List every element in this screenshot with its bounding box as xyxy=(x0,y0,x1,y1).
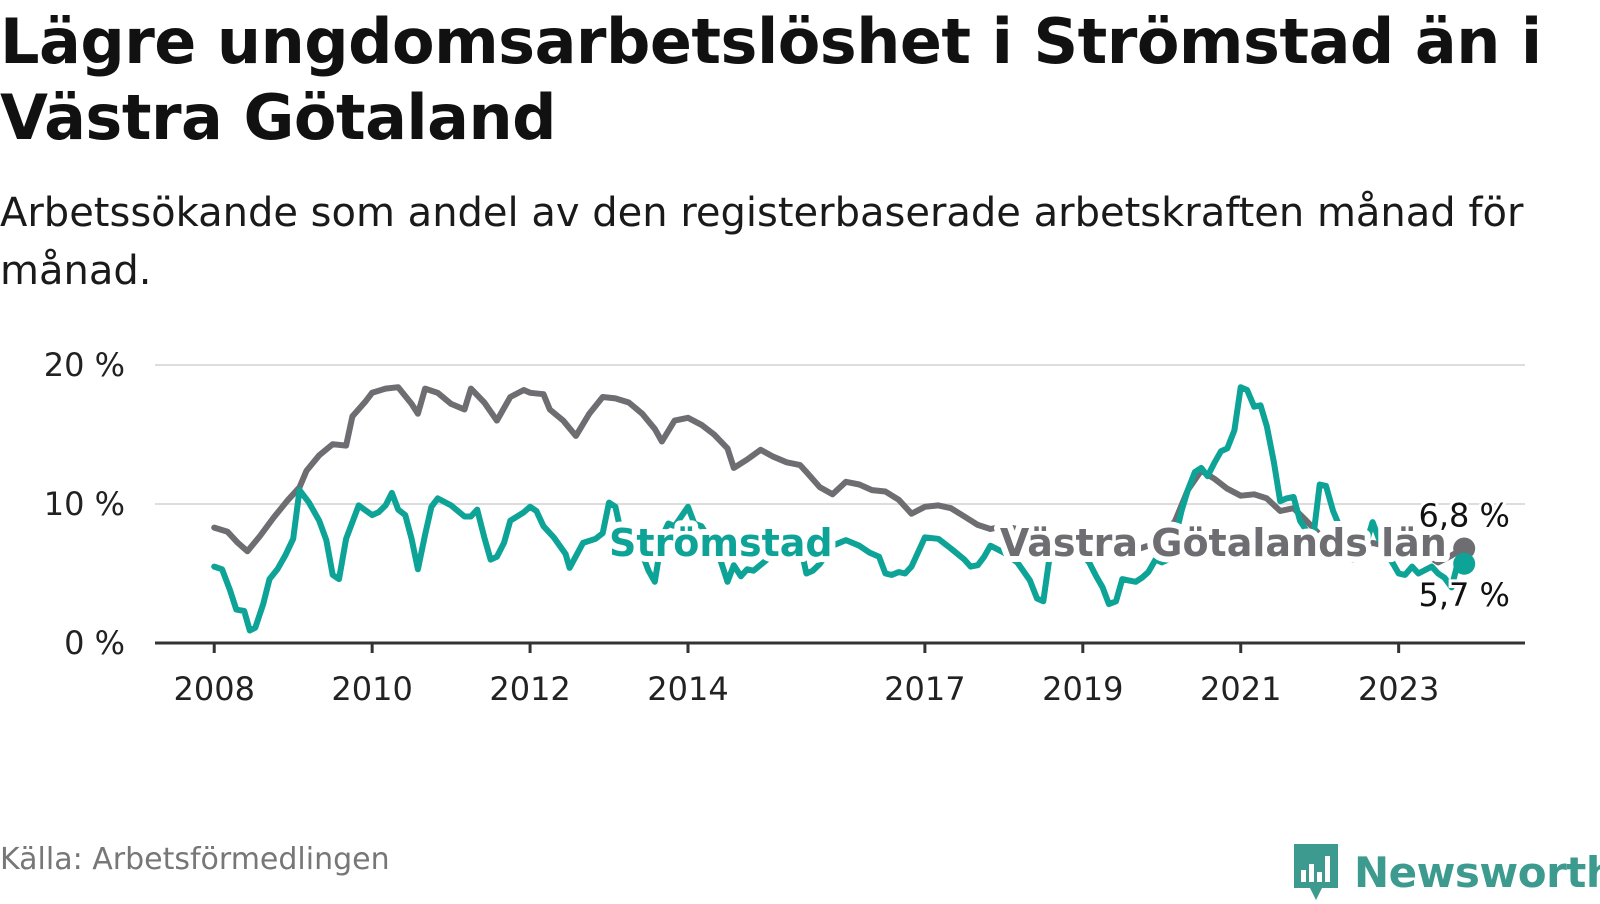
newsworthy-logo-icon xyxy=(1294,844,1338,900)
brand-name: Newsworthy xyxy=(1354,847,1600,897)
x-tick-label: 2008 xyxy=(174,670,255,708)
newsworthy-logo[interactable]: Newsworthy xyxy=(1292,840,1600,904)
y-axis-ticks: 0 % 10 % 20 % xyxy=(44,346,125,662)
source-note: Källa: Arbetsförmedlingen xyxy=(0,842,390,877)
x-tick-label: 2014 xyxy=(647,670,728,708)
series-lines xyxy=(211,384,1468,634)
series-line-vg xyxy=(211,384,1468,566)
series-line-stromstad xyxy=(211,384,1468,634)
line-chart: 0 % 10 % 20 % 2008 2010 2012 2014 2017 2019 2021… xyxy=(44,346,1525,708)
series-label-vg: Västra Götalands län xyxy=(1000,521,1447,565)
x-tick-label: 2021 xyxy=(1200,670,1281,708)
end-label-stromstad: 5,7 % xyxy=(1418,576,1509,614)
x-axis: 2008 2010 2012 2014 2017 2019 2021 2023 xyxy=(155,641,1525,708)
x-tick-label: 2017 xyxy=(884,670,965,708)
end-marker-stromstad xyxy=(1453,552,1476,575)
series-label-stromstad: Strömstad xyxy=(609,521,833,565)
y-tick-label: 20 % xyxy=(44,346,125,384)
end-markers: 6,8 % 5,7 % xyxy=(1415,493,1512,616)
end-marker-vg xyxy=(1453,537,1476,560)
y-tick-label: 0 % xyxy=(64,624,125,662)
chart-title: Lägre ungdomsarbetslöshet i Strömstad än… xyxy=(0,5,1542,154)
end-label-vg: 6,8 % xyxy=(1418,496,1509,534)
x-tick-label: 2012 xyxy=(489,670,570,708)
series-labels: Strömstad Västra Götalands län xyxy=(603,515,1453,571)
x-tick-label: 2010 xyxy=(331,670,412,708)
y-tick-label: 10 % xyxy=(44,485,125,523)
x-tick-label: 2019 xyxy=(1042,670,1123,708)
chart-subtitle: Arbetssökande som andel av den registerb… xyxy=(0,190,1524,294)
x-tick-label: 2023 xyxy=(1358,670,1439,708)
